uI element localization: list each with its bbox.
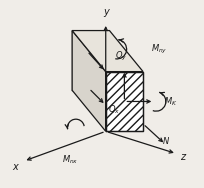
Text: $Q_y$: $Q_y$ [115,50,127,63]
Text: y: y [103,8,109,17]
Polygon shape [72,31,143,72]
Text: $Q_x$: $Q_x$ [108,103,120,116]
Text: $M_K$: $M_K$ [164,95,177,108]
Text: $M_{nx}$: $M_{nx}$ [62,154,79,166]
Text: $M_{ny}$: $M_{ny}$ [151,43,167,56]
Text: x: x [12,162,18,172]
Text: $N$: $N$ [162,135,170,146]
Polygon shape [106,72,143,131]
Polygon shape [72,31,106,131]
Text: z: z [180,152,185,162]
